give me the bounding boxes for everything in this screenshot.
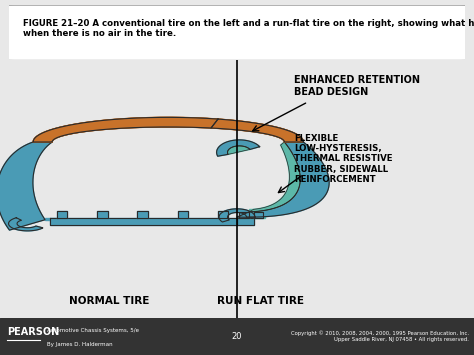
Polygon shape (33, 118, 218, 142)
Polygon shape (254, 212, 263, 218)
Polygon shape (211, 119, 303, 142)
Text: RUN FLAT TIRE: RUN FLAT TIRE (217, 296, 304, 306)
Polygon shape (97, 211, 108, 218)
Polygon shape (219, 209, 255, 222)
Text: 20: 20 (232, 332, 242, 341)
Polygon shape (249, 142, 300, 212)
Polygon shape (237, 218, 254, 225)
Polygon shape (0, 142, 52, 230)
Polygon shape (57, 211, 67, 218)
Polygon shape (228, 146, 250, 154)
Text: Copyright © 2010, 2008, 2004, 2000, 1995 Pearson Education, Inc.
Upper Saddle Ri: Copyright © 2010, 2008, 2004, 2000, 1995… (291, 331, 469, 342)
FancyBboxPatch shape (0, 5, 474, 60)
Polygon shape (45, 218, 59, 220)
Polygon shape (33, 118, 218, 142)
Text: By James D. Halderman: By James D. Halderman (47, 342, 113, 346)
Polygon shape (137, 211, 148, 218)
Text: NORMAL TIRE: NORMAL TIRE (69, 296, 149, 306)
Polygon shape (239, 212, 249, 218)
Text: PEARSON: PEARSON (7, 327, 59, 337)
Polygon shape (50, 218, 237, 225)
Text: Automotive Chassis Systems, 5/e: Automotive Chassis Systems, 5/e (47, 328, 139, 333)
Polygon shape (211, 119, 303, 142)
Text: ENHANCED RETENTION
BEAD DESIGN: ENHANCED RETENTION BEAD DESIGN (294, 76, 420, 97)
Text: FLEXIBLE
LOW-HYSTERESIS,
THERMAL RESISTIVE
RUBBER, SIDEWALL
REINFORCEMENT: FLEXIBLE LOW-HYSTERESIS, THERMAL RESISTI… (294, 133, 392, 184)
Polygon shape (237, 142, 329, 217)
Polygon shape (9, 218, 43, 231)
Polygon shape (178, 211, 188, 218)
Polygon shape (217, 140, 260, 156)
Text: FIGURE 21–20 A conventional tire on the left and a run-flat tire on the right, s: FIGURE 21–20 A conventional tire on the … (23, 19, 474, 38)
Polygon shape (249, 209, 265, 218)
Polygon shape (218, 211, 228, 218)
